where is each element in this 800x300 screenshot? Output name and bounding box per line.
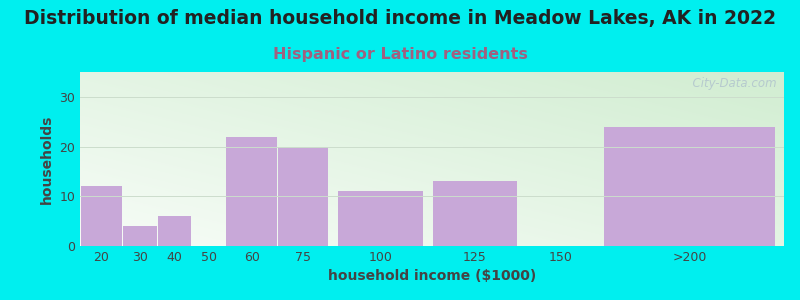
Bar bbox=[278, 147, 329, 246]
Text: Distribution of median household income in Meadow Lakes, AK in 2022: Distribution of median household income … bbox=[24, 9, 776, 28]
Bar bbox=[158, 216, 191, 246]
Text: City-Data.com: City-Data.com bbox=[686, 77, 777, 90]
Bar bbox=[604, 127, 775, 246]
Bar bbox=[433, 182, 518, 246]
Bar bbox=[81, 186, 122, 246]
Bar bbox=[338, 191, 423, 246]
Bar bbox=[123, 226, 157, 246]
X-axis label: household income ($1000): household income ($1000) bbox=[328, 269, 536, 284]
Text: Hispanic or Latino residents: Hispanic or Latino residents bbox=[273, 46, 527, 62]
Bar bbox=[226, 136, 277, 246]
Y-axis label: households: households bbox=[40, 114, 54, 204]
